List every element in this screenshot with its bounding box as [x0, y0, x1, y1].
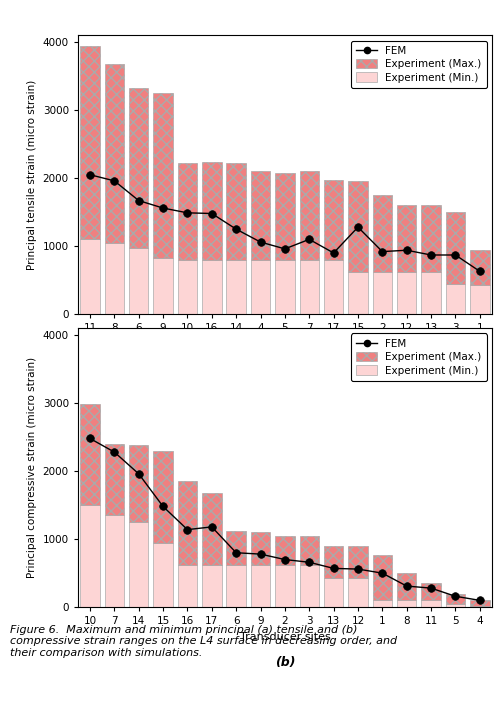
- Text: (b): (b): [274, 656, 295, 669]
- Bar: [323, 260, 343, 314]
- Bar: [201, 493, 221, 565]
- Legend: FEM, Experiment (Max.), Experiment (Min.): FEM, Experiment (Max.), Experiment (Min.…: [350, 333, 486, 381]
- Bar: [420, 600, 440, 607]
- Bar: [420, 583, 440, 600]
- X-axis label: Transducer sites: Transducer sites: [239, 339, 330, 349]
- Bar: [80, 239, 100, 314]
- Bar: [80, 405, 100, 505]
- Bar: [104, 515, 124, 607]
- Bar: [129, 248, 148, 314]
- Bar: [396, 272, 416, 314]
- Bar: [104, 444, 124, 515]
- Bar: [445, 284, 464, 314]
- Y-axis label: Principal tensile strain (micro strain): Principal tensile strain (micro strain): [27, 80, 37, 270]
- Bar: [153, 93, 172, 258]
- Bar: [250, 260, 270, 314]
- Bar: [469, 249, 488, 285]
- Bar: [177, 481, 197, 565]
- Text: Figure 6.  Maximum and minimum principal (a) tensile and (b)
compressive strain : Figure 6. Maximum and minimum principal …: [10, 625, 396, 658]
- Bar: [372, 195, 391, 272]
- Bar: [396, 205, 416, 272]
- Bar: [104, 244, 124, 314]
- Bar: [226, 163, 245, 260]
- Bar: [299, 536, 318, 565]
- Text: (a): (a): [275, 363, 294, 376]
- Bar: [396, 573, 416, 600]
- Bar: [129, 522, 148, 607]
- Bar: [348, 578, 367, 607]
- Bar: [226, 565, 245, 607]
- Y-axis label: Principal compressive strain (micro strain): Principal compressive strain (micro stra…: [27, 357, 37, 578]
- Bar: [201, 162, 221, 260]
- Bar: [250, 565, 270, 607]
- Bar: [177, 163, 197, 260]
- Bar: [153, 450, 172, 542]
- Bar: [80, 45, 100, 239]
- Bar: [177, 260, 197, 314]
- Bar: [104, 64, 124, 244]
- Bar: [420, 272, 440, 314]
- Bar: [129, 88, 148, 248]
- Bar: [445, 212, 464, 284]
- Legend: FEM, Experiment (Max.), Experiment (Min.): FEM, Experiment (Max.), Experiment (Min.…: [350, 40, 486, 88]
- Bar: [348, 181, 367, 272]
- Bar: [445, 594, 464, 604]
- Bar: [177, 565, 197, 607]
- Bar: [299, 260, 318, 314]
- Bar: [348, 546, 367, 578]
- Bar: [323, 546, 343, 578]
- Bar: [129, 445, 148, 522]
- Bar: [153, 258, 172, 314]
- Bar: [226, 260, 245, 314]
- Bar: [250, 172, 270, 260]
- Bar: [348, 272, 367, 314]
- Bar: [275, 565, 294, 607]
- Bar: [201, 260, 221, 314]
- Bar: [420, 205, 440, 272]
- Bar: [153, 542, 172, 607]
- Bar: [396, 600, 416, 607]
- Bar: [372, 272, 391, 314]
- Bar: [299, 172, 318, 260]
- Bar: [275, 536, 294, 565]
- Bar: [201, 565, 221, 607]
- Bar: [80, 505, 100, 607]
- Bar: [469, 600, 488, 606]
- Bar: [323, 180, 343, 260]
- X-axis label: Transducer sites: Transducer sites: [239, 632, 330, 642]
- Bar: [372, 556, 391, 600]
- Bar: [469, 285, 488, 314]
- Bar: [323, 578, 343, 607]
- Bar: [372, 600, 391, 607]
- Bar: [445, 604, 464, 607]
- Bar: [275, 260, 294, 314]
- Bar: [299, 565, 318, 607]
- Bar: [226, 531, 245, 565]
- Bar: [275, 173, 294, 260]
- Bar: [250, 532, 270, 565]
